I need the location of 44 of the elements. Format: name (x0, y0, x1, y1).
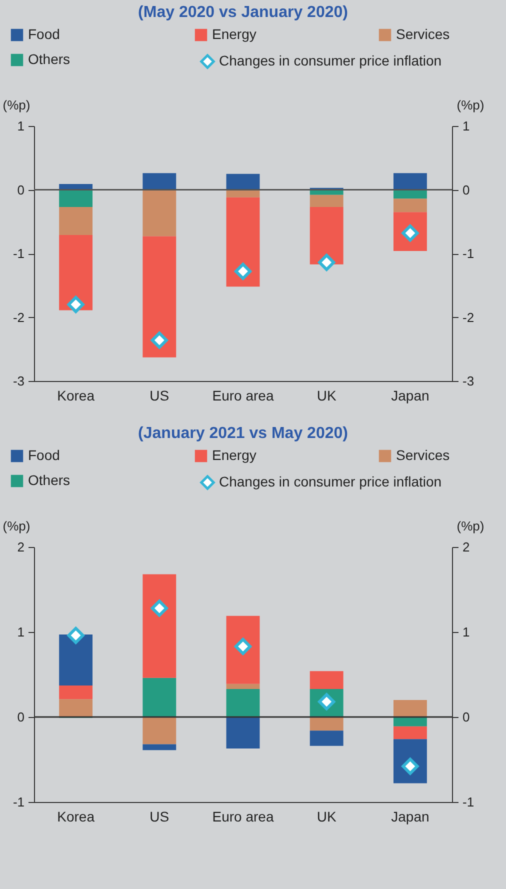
y-tick-label: 2 (17, 540, 24, 554)
legend-label: Energy (212, 447, 256, 463)
legend-label: Changes in consumer price inflation (219, 474, 442, 490)
chart-title: (May 2020 vs January 2020) (138, 4, 348, 21)
legend-label: Others (28, 472, 70, 488)
x-tick-label: Japan (391, 388, 430, 404)
x-tick-label: US (150, 388, 170, 404)
x-tick-label: Japan (391, 808, 430, 824)
y2-tick-label: -1 (462, 794, 474, 810)
y-tick-label: 0 (17, 710, 24, 724)
y2-tick-label: 0 (462, 710, 470, 724)
y-axis-title: (%p) (2, 98, 30, 112)
y2-tick-label: 1 (462, 624, 470, 640)
legend-label: Services (396, 447, 450, 463)
legend-label: Energy (212, 26, 256, 42)
x-tick-label: Euro area (212, 808, 274, 824)
y2-tick-label: 1 (462, 118, 470, 134)
y2-tick-label: 2 (462, 540, 470, 554)
y-tick-label: -2 (12, 310, 24, 325)
y-tick-label: -1 (12, 794, 24, 810)
legend-label: Food (28, 447, 60, 463)
y2-tick-label: -2 (462, 310, 474, 325)
y-tick-label: -1 (12, 246, 24, 261)
chart-title: (January 2021 vs May 2020) (138, 425, 348, 442)
y2-axis-title: (%p) (456, 98, 484, 112)
x-tick-label: Korea (57, 388, 95, 404)
y-axis-title: (%p) (2, 518, 30, 534)
y-tick-label: -3 (12, 374, 24, 388)
legend-label: Changes in consumer price inflation (219, 52, 442, 68)
y2-tick-label: -3 (462, 374, 474, 388)
y-tick-label: 0 (17, 182, 24, 198)
y-tick-label: 1 (17, 118, 24, 134)
y-tick-label: 1 (17, 624, 24, 640)
legend-label: Food (28, 26, 60, 42)
legend-label: Others (28, 51, 70, 67)
x-tick-label: UK (316, 388, 337, 404)
legend-label: Services (396, 26, 450, 42)
x-tick-label: UK (316, 808, 337, 824)
x-tick-label: Euro area (212, 388, 274, 404)
y2-axis-title: (%p) (456, 518, 484, 534)
x-tick-label: US (150, 808, 170, 824)
y2-tick-label: 0 (462, 182, 470, 198)
x-tick-label: Korea (57, 808, 95, 824)
y2-tick-label: -1 (462, 246, 474, 261)
